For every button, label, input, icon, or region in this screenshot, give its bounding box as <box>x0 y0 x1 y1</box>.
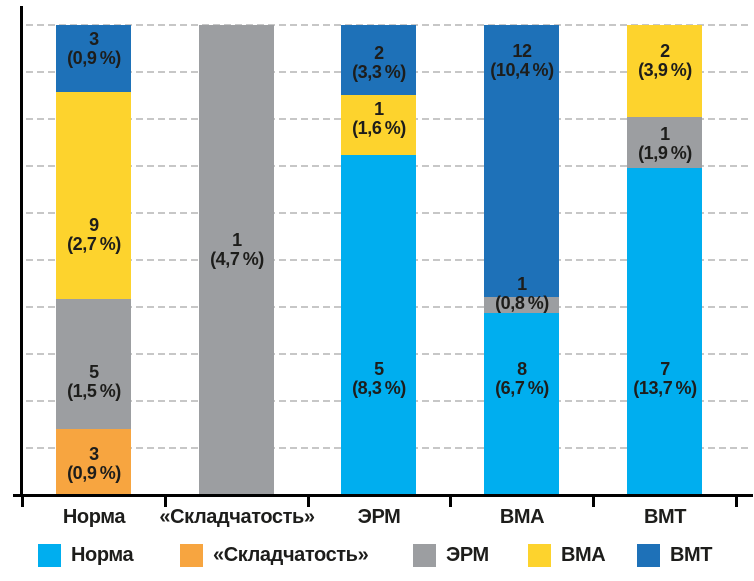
x-axis-tick <box>164 494 167 507</box>
segment-vmt <box>484 25 559 297</box>
bar-erm <box>341 25 416 494</box>
segment-label: 7 (13,7 %) <box>633 359 697 398</box>
legend-swatch-erm <box>413 544 436 567</box>
segment-percent: (0,8 %) <box>495 293 549 313</box>
x-axis-tick <box>449 494 452 507</box>
segment-norma <box>484 313 559 494</box>
bar-skladchatost <box>199 25 274 494</box>
x-category-label: ВМТ <box>643 506 687 528</box>
segment-percent: (4,7 %) <box>210 249 264 269</box>
segment-vmt <box>56 25 131 92</box>
segment-value: 2 <box>374 43 384 63</box>
segment-value: 3 <box>89 29 99 49</box>
x-category-label: «Складчатость» <box>159 506 315 528</box>
segment-value: 1 <box>660 124 670 144</box>
segment-percent: (8,3 %) <box>352 378 406 398</box>
segment-percent: (1,5 %) <box>67 381 121 401</box>
segment-label: 1 (4,7 %) <box>210 231 264 269</box>
segment-percent: (3,9 %) <box>638 60 692 80</box>
segment-vma <box>627 25 702 117</box>
segment-percent: (13,7 %) <box>633 378 697 398</box>
segment-percent: (3,3 %) <box>352 62 406 82</box>
segment-label: 3 (0,9 %) <box>67 445 121 483</box>
x-category-label: Норма <box>62 506 126 528</box>
legend-swatch-vma <box>528 544 551 567</box>
segment-value: 1 <box>517 274 527 294</box>
segment-percent: (1,9 %) <box>638 143 692 163</box>
legend-swatch-skladchatost <box>180 544 203 567</box>
legend-label: «Складчатость» <box>213 544 369 566</box>
x-category-label: ВМА <box>499 506 545 528</box>
segment-value: 2 <box>660 41 670 61</box>
segment-percent: (6,7 %) <box>495 378 549 398</box>
segment-value: 9 <box>89 215 99 235</box>
segment-percent: (2,7 %) <box>67 234 121 254</box>
segment-vma <box>341 95 416 155</box>
legend-item-vmt: ВМТ <box>637 544 713 567</box>
legend-item-vma: ВМА <box>528 544 606 567</box>
segment-label: 12 (10,4 %) <box>490 41 554 80</box>
segment-norma <box>627 168 702 494</box>
segment-percent: (10,4 %) <box>490 60 554 80</box>
segment-erm <box>199 25 274 494</box>
legend-label: ВМТ <box>670 544 713 566</box>
x-category-label: ЭРМ <box>357 506 401 528</box>
segment-erm <box>56 299 131 429</box>
segment-value: 1 <box>232 230 242 250</box>
segment-percent: (1,6 %) <box>352 118 406 138</box>
legend-swatch-norma <box>38 544 61 567</box>
segment-label: 9 (2,7 %) <box>67 216 121 254</box>
segment-erm <box>627 117 702 168</box>
segment-value: 12 <box>512 41 532 61</box>
x-axis-tick <box>592 494 595 507</box>
segment-vmt <box>341 25 416 95</box>
x-axis-tick <box>21 494 24 507</box>
segment-label: 3 (0,9 %) <box>67 30 121 68</box>
segment-erm <box>484 297 559 313</box>
x-axis-tick <box>307 494 310 507</box>
x-axis <box>13 494 753 497</box>
x-axis-tick <box>735 494 738 507</box>
segment-label: 2 (3,9 %) <box>638 42 692 80</box>
bar-vma <box>484 25 559 494</box>
segment-value: 5 <box>374 359 384 379</box>
segment-percent: (0,9 %) <box>67 48 121 68</box>
legend-swatch-vmt <box>637 544 660 567</box>
segment-label: 2 (3,3 %) <box>352 44 406 82</box>
segment-label: 1 (0,8 %) <box>495 275 549 313</box>
segment-label: 8 (6,7 %) <box>495 360 549 398</box>
y-axis <box>20 6 23 497</box>
legend-item-norma: Норма <box>38 544 134 567</box>
legend-label: ВМА <box>561 544 606 566</box>
segment-vma <box>56 92 131 299</box>
segment-value: 1 <box>374 99 384 119</box>
legend-item-skladchatost: «Складчатость» <box>180 544 369 567</box>
bar-vmt <box>627 25 702 494</box>
segment-label: 5 (8,3 %) <box>352 360 406 398</box>
legend-item-erm: ЭРМ <box>413 544 489 567</box>
segment-value: 5 <box>89 362 99 382</box>
segment-label: 1 (1,9 %) <box>638 125 692 163</box>
segment-value: 3 <box>89 444 99 464</box>
segment-label: 1 (1,6 %) <box>352 100 406 138</box>
segment-norma <box>341 155 416 494</box>
segment-value: 7 <box>660 359 670 379</box>
segment-label: 5 (1,5 %) <box>67 363 121 401</box>
segment-value: 8 <box>517 359 527 379</box>
bar-norma <box>56 25 131 494</box>
legend-label: ЭРМ <box>446 544 489 566</box>
legend-label: Норма <box>71 544 134 566</box>
segment-skladchatost <box>56 429 131 494</box>
segment-percent: (0,9 %) <box>67 463 121 483</box>
